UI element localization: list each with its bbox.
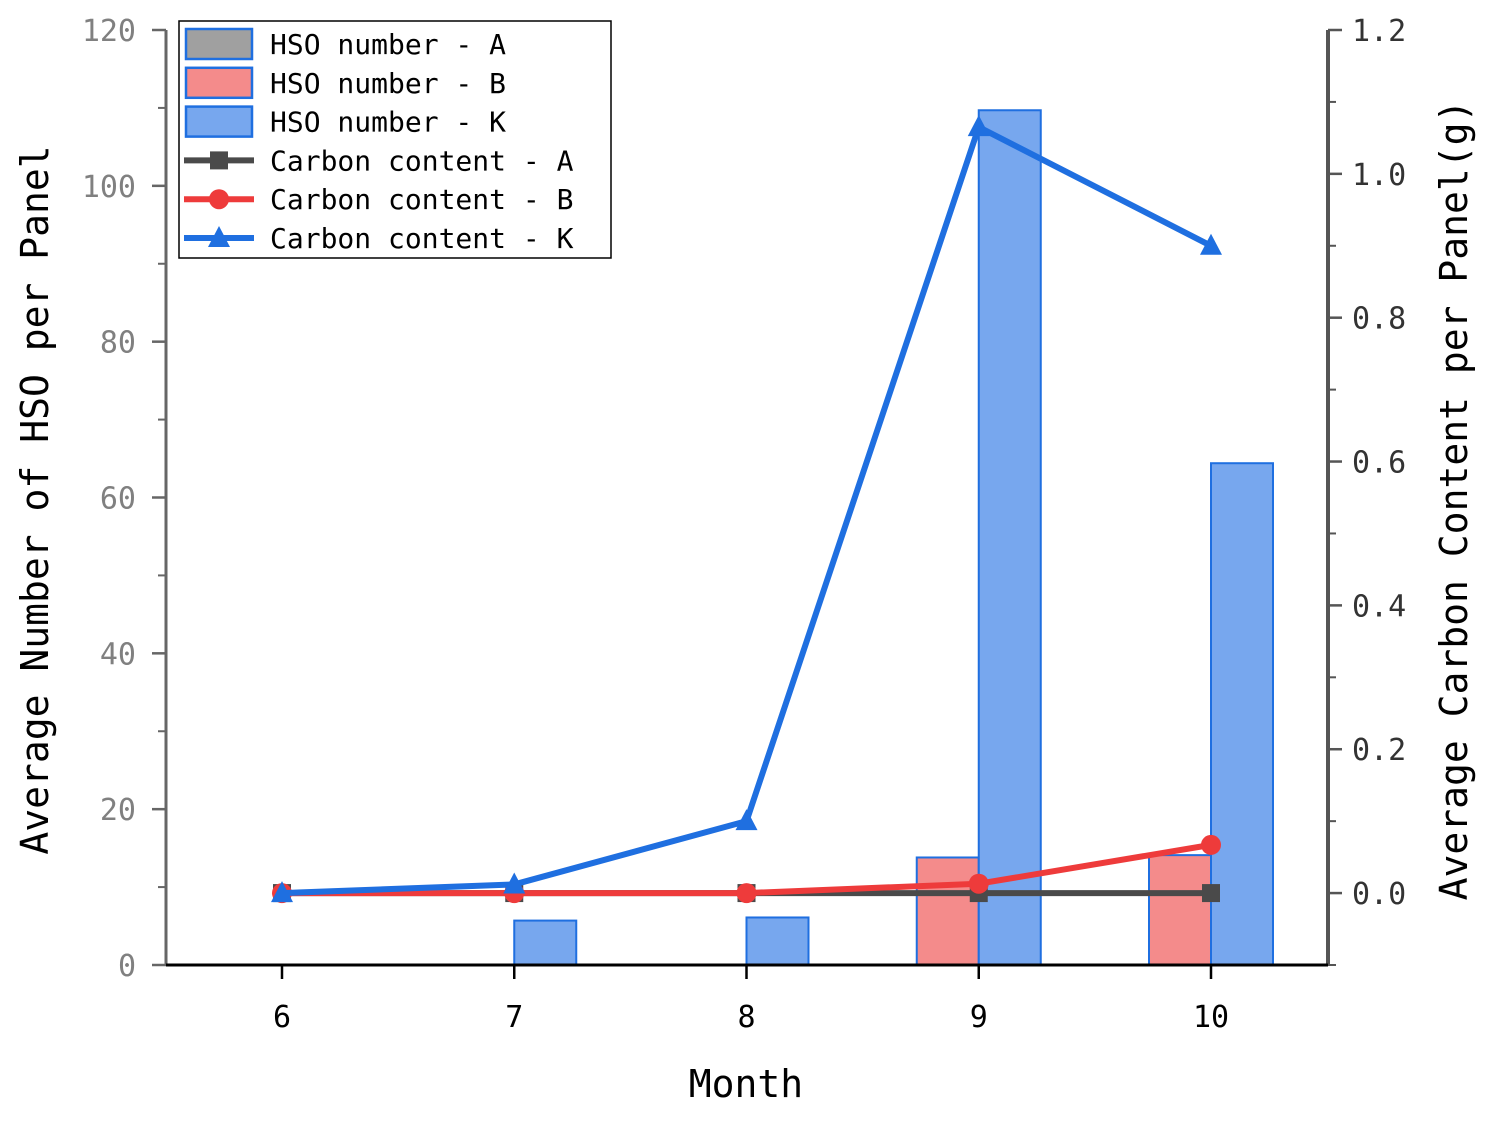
x-tick-label-8: 8 [737,1000,755,1035]
left-tick-label-0: 0 [118,949,136,984]
x-tick-label-7: 7 [505,1000,523,1035]
lines-layer [271,115,1222,904]
bar-b-10 [1148,854,1212,967]
legend-label-hso-k: HSO number - K [270,106,506,139]
marker-carbon-a-10 [1202,884,1220,903]
legend-marker-carbon-k [208,226,230,247]
bar-k-9 [977,109,1042,967]
x-tick-label-10: 10 [1193,1000,1229,1035]
legend-swatch-hso-k [184,105,254,138]
x-tick-label-9: 9 [970,1000,988,1035]
right-tick-label-1.0: 1.0 [1352,158,1406,193]
left-y-axis-title: Average Number of HSO per Panel [13,145,57,854]
legend-label-carbon-k: Carbon content - K [270,222,574,255]
bar-k-7 [513,919,578,967]
right-tick-label-0.8: 0.8 [1352,302,1406,337]
marker-carbon-k-7 [503,872,526,894]
legend-label-carbon-b: Carbon content - B [270,183,573,216]
legend-label-hso-a: HSO number - A [270,28,506,61]
bar-b-9 [915,856,980,966]
right-tick-label-1.2: 1.2 [1352,14,1406,49]
left-tick-label-40: 40 [100,637,136,672]
left-tick-label-80: 80 [100,326,136,361]
right-y-axis-title: Average Carbon Content per Panel(g) [1432,100,1476,901]
marker-carbon-k-9 [967,115,990,137]
left-tick-label-60: 60 [100,482,136,517]
marker-carbon-b-8 [736,883,757,904]
legend-marker-carbon-b [209,189,229,210]
legend-box [178,20,612,259]
marker-carbon-k-6 [271,881,293,903]
x-axis-title: Month [689,1062,803,1106]
ticks-layer: 0 20 40 60 80 100 120 0.0 0.2 0.4 0.6 0.8 1.0 1.2 6 7 8 9… [82,14,1406,1035]
legend-swatch-hso-b [184,66,254,100]
bar-k-8 [745,916,810,966]
left-tick-label-100: 100 [82,170,136,205]
right-tick-label-0.6: 0.6 [1352,446,1406,481]
legend-marker-carbon-a [210,151,228,170]
bar-k-10 [1210,462,1274,966]
left-tick-label-120: 120 [82,14,136,49]
right-tick-label-0.4: 0.4 [1352,589,1406,624]
left-tick-label-20: 20 [100,793,136,828]
marker-carbon-b-9 [968,873,989,894]
right-tick-label-0.2: 0.2 [1352,733,1406,768]
legend-label-carbon-a: Carbon content - A [270,144,574,177]
marker-carbon-k-10 [1200,233,1222,255]
x-tick-label-6: 6 [273,1000,291,1035]
right-tick-label-0.0: 0.0 [1352,877,1406,912]
legend-swatch-hso-a [184,27,254,61]
legend: HSO number - A HSO number - B HSO number -… [178,20,612,259]
bars-layer [513,109,1274,967]
legend-label-hso-b: HSO number - B [270,67,506,100]
marker-carbon-k-8 [735,809,758,831]
marker-carbon-b-10 [1201,834,1221,855]
